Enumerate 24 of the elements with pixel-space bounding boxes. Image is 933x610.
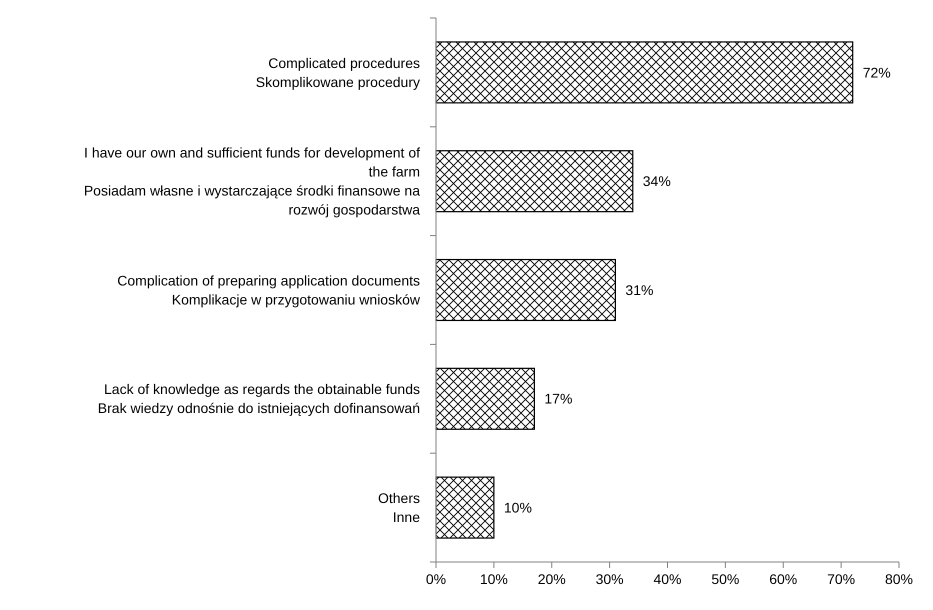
x-tick-label: 30% bbox=[596, 571, 624, 587]
x-tick-label: 70% bbox=[827, 571, 856, 587]
x-tick-label: 60% bbox=[769, 571, 798, 587]
x-tick-label: 80% bbox=[884, 571, 914, 587]
x-tick-label: 10% bbox=[480, 571, 508, 587]
data-label: 10% bbox=[504, 500, 532, 516]
bar bbox=[435, 41, 854, 104]
y-tick-label: Lack of knowledge as regards the obtainable funds Brak wiedzy odnośnie do istniejących dofinansowań bbox=[98, 381, 420, 416]
bar bbox=[435, 258, 616, 322]
x-tick-label: 40% bbox=[653, 571, 682, 587]
y-tick-label: Complication of preparing application documents Komplikacje w przygotowaniu wniosków bbox=[117, 272, 421, 308]
data-label: 17% bbox=[544, 390, 572, 407]
data-label: 31% bbox=[625, 282, 654, 298]
x-tick-label: 50% bbox=[711, 571, 740, 587]
x-tick-label: 0% bbox=[426, 571, 446, 587]
bar bbox=[435, 150, 634, 212]
data-label: 72% bbox=[862, 64, 891, 80]
y-tick-label: Complicated procedures Skomplikowane procedury bbox=[256, 54, 420, 90]
bar bbox=[435, 368, 535, 430]
bar bbox=[435, 476, 494, 539]
y-tick-label: Others Inne bbox=[378, 490, 420, 525]
data-label: 34% bbox=[642, 173, 671, 190]
y-tick-label: I have our own and sufficient funds for development of the farm Posiadam własne i wystarczające środki finansowe na rozwój gospodarstwa bbox=[84, 144, 420, 218]
x-tick-label: 20% bbox=[538, 571, 566, 587]
